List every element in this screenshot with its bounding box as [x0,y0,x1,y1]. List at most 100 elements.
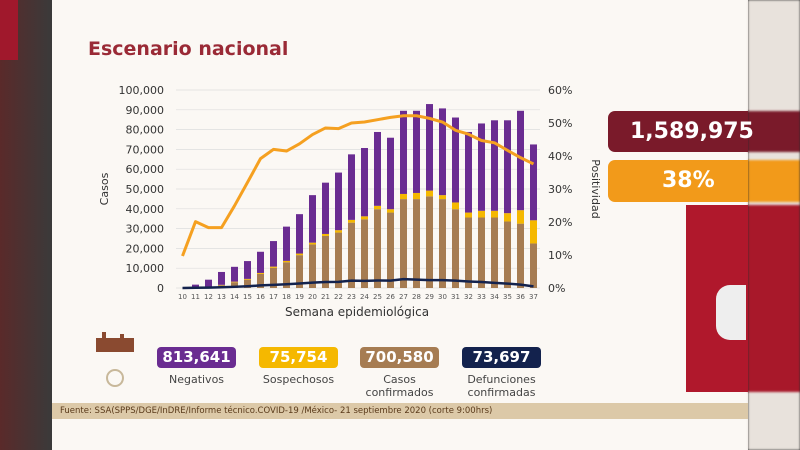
bar-sospechosos [244,278,251,280]
bar-casos-confirmados [244,279,251,288]
y-tick-label: 10,000 [126,262,165,275]
x-axis-label: Semana epidemiológica [285,305,429,319]
bar-sospechosos [478,210,485,218]
bar-casos-confirmados [257,273,264,288]
y-tick-label: 100,000 [119,84,165,97]
bar-sospechosos [452,202,459,210]
y2-axis-label: Positividad [589,159,602,218]
x-tick-label: 21 [321,293,330,301]
bar-negativos [452,117,459,203]
bar-casos-confirmados [530,243,537,288]
government-logo [94,330,136,390]
bar-casos-confirmados [478,217,485,288]
x-tick-label: 13 [217,293,226,301]
bar-casos-confirmados [361,219,368,288]
x-tick-label: 15 [243,293,252,301]
x-tick-label: 17 [269,293,278,301]
bar-sospechosos [491,210,498,218]
bar-sospechosos [231,281,238,283]
bar-negativos [335,172,342,231]
y2-tick-label: 0% [548,282,565,295]
video-frame-right-edge [748,0,800,450]
bar-negativos [491,120,498,211]
bar-casos-confirmados [452,209,459,288]
bar-negativos [205,279,212,288]
bar-negativos [348,154,355,220]
bar-negativos [530,144,537,221]
x-tick-label: 36 [516,293,525,301]
kpi-label: Defunciones confirmadas [467,373,536,399]
y-tick-label: 90,000 [126,104,165,117]
bar-casos-confirmados [374,209,381,288]
x-tick-label: 19 [295,293,304,301]
x-tick-label: 10 [178,293,187,301]
x-tick-label: 30 [438,293,447,301]
bar-casos-confirmados [231,282,238,288]
x-tick-label: 20 [308,293,317,301]
bar-negativos [192,284,199,288]
bar-sospechosos [439,195,446,200]
source-note: Fuente: SSA(SPPS/DGE/InDRE/Informe técni… [52,403,748,419]
bar-negativos [387,137,394,210]
y-tick-label: 40,000 [126,203,165,216]
y2-tick-label: 60% [548,84,572,97]
bar-negativos [478,123,485,211]
kpi-value: 813,641 [157,347,236,368]
bar-negativos [413,110,420,193]
bar-casos-confirmados [400,199,407,288]
y-tick-label: 70,000 [126,143,165,156]
bar-negativos [244,261,251,279]
bar-casos-confirmados [491,217,498,288]
bar-negativos [309,195,316,243]
bar-sospechosos [517,210,524,224]
bar-casos-confirmados [322,235,329,288]
bar-negativos [322,182,329,234]
bar-sospechosos [361,216,368,220]
kpi-value: 73,697 [462,347,541,368]
bar-negativos [504,120,511,214]
y-tick-label: 80,000 [126,124,165,137]
bar-negativos [374,131,381,206]
bar-negativos [231,266,238,282]
bar-casos-confirmados [426,196,433,288]
bar-sospechosos [257,272,264,274]
bar-negativos [361,148,368,217]
bar-negativos [270,241,277,267]
x-tick-label: 37 [529,293,538,301]
bar-casos-confirmados [348,222,355,288]
bar-casos-confirmados [270,267,277,288]
bar-casos-confirmados [413,199,420,288]
bar-sospechosos [283,260,290,263]
bar-casos-confirmados [335,232,342,288]
line-defunciones-confirmadas [182,277,534,290]
bar-casos-confirmados [309,244,316,288]
slide-title: Escenario nacional [88,38,289,60]
bar-sospechosos [413,192,420,200]
bar-casos-confirmados [283,262,290,288]
bar-negativos [517,110,524,211]
bar-casos-confirmados [465,217,472,288]
x-tick-label: 22 [334,293,343,301]
x-tick-label: 26 [386,293,395,301]
bar-negativos [400,110,407,194]
bar-sospechosos [309,242,316,245]
bar-negativos [426,104,433,191]
bar-sospechosos [426,190,433,197]
kpi-label: Sospechosos [262,373,335,386]
video-frame-left-edge [0,0,52,450]
bar-negativos [283,226,290,261]
total-people-studied: 1,589,975 [608,111,754,152]
bar-sospechosos [374,205,381,210]
x-tick-label: 12 [204,293,213,301]
x-tick-label: 24 [360,293,369,301]
bar-casos-confirmados [439,199,446,288]
bar-sospechosos [322,233,329,236]
y2-tick-label: 30% [548,183,572,196]
bar-sospechosos [296,253,303,256]
x-tick-label: 23 [347,293,356,301]
x-tick-label: 29 [425,293,434,301]
x-tick-label: 18 [282,293,291,301]
kpi-label: Casos confirmados [365,373,434,399]
x-tick-label: 35 [503,293,512,301]
